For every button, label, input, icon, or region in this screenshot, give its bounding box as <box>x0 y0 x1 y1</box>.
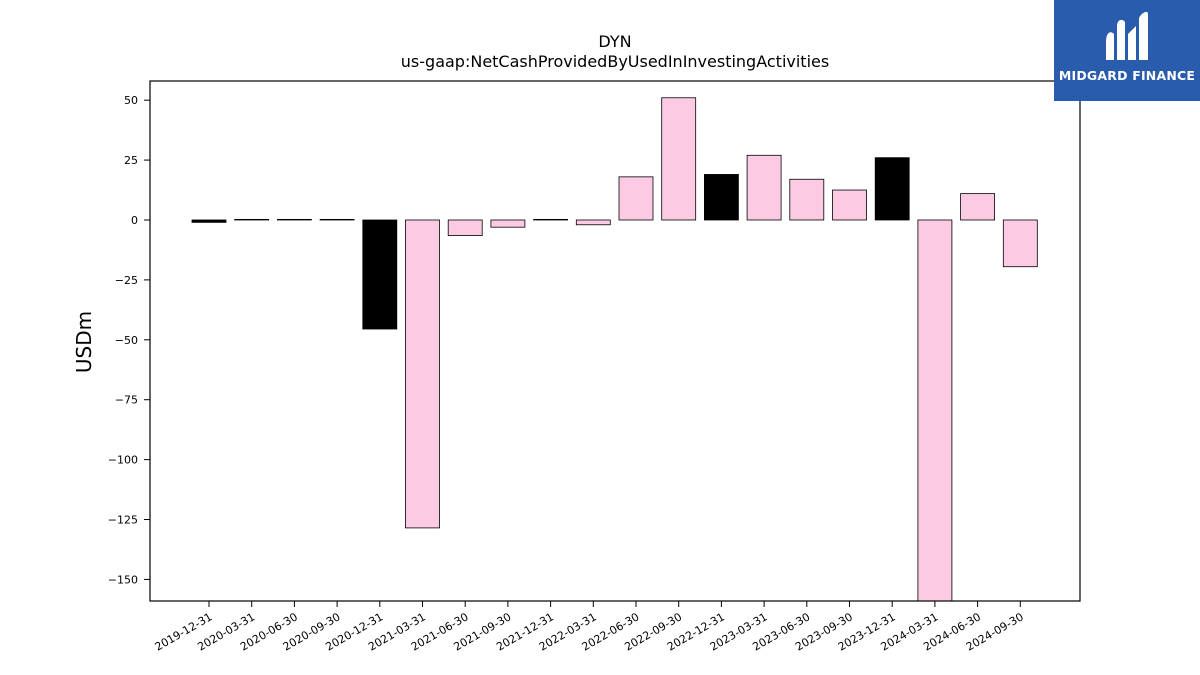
plot-frame <box>149 80 1081 602</box>
chart-title: DYN <box>598 32 632 51</box>
bar-2022-09-30 <box>661 97 697 221</box>
bar-2021-09-30 <box>490 219 526 228</box>
bar-2020-12-31 <box>362 219 398 330</box>
chart-subtitle: us-gaap:NetCashProvidedByUsedInInvesting… <box>400 52 830 71</box>
bar-2020-06-30 <box>276 218 312 221</box>
midgard-finance-logo: MIDGARD FINANCE <box>1054 0 1200 101</box>
y-tick-label: 50 <box>124 94 138 107</box>
y-tick-label: −125 <box>108 514 138 527</box>
bar-2022-03-31 <box>575 219 611 226</box>
bar-2020-09-30 <box>319 218 355 221</box>
bar-2023-06-30 <box>789 178 825 221</box>
bar-2023-09-30 <box>832 189 867 221</box>
bar-2021-12-31 <box>533 218 568 221</box>
bar-2023-12-31 <box>874 157 910 221</box>
y-tick-label: −25 <box>115 274 138 287</box>
bar-2024-03-31 <box>917 219 953 602</box>
bar-2020-03-31 <box>234 218 270 221</box>
y-tick-label: −50 <box>115 334 138 347</box>
bar-2024-06-30 <box>960 193 995 221</box>
bar-2023-03-31 <box>746 154 782 221</box>
logo-mark-icon <box>1106 11 1148 60</box>
bar-2022-06-30 <box>618 176 654 221</box>
y-tick-label: −150 <box>108 573 138 586</box>
y-tick-label: 0 <box>131 214 138 227</box>
bar-2021-06-30 <box>447 219 483 236</box>
bar-2021-03-31 <box>405 219 440 529</box>
bar-2019-12-31 <box>191 219 227 223</box>
logo-text: MIDGARD FINANCE <box>1058 68 1196 83</box>
bar-2022-12-31 <box>704 174 739 221</box>
y-tick-label: 25 <box>124 154 138 167</box>
bar-2024-09-30 <box>1002 219 1038 268</box>
y-tick-label: −100 <box>108 454 138 467</box>
y-tick-label: −75 <box>115 394 138 407</box>
